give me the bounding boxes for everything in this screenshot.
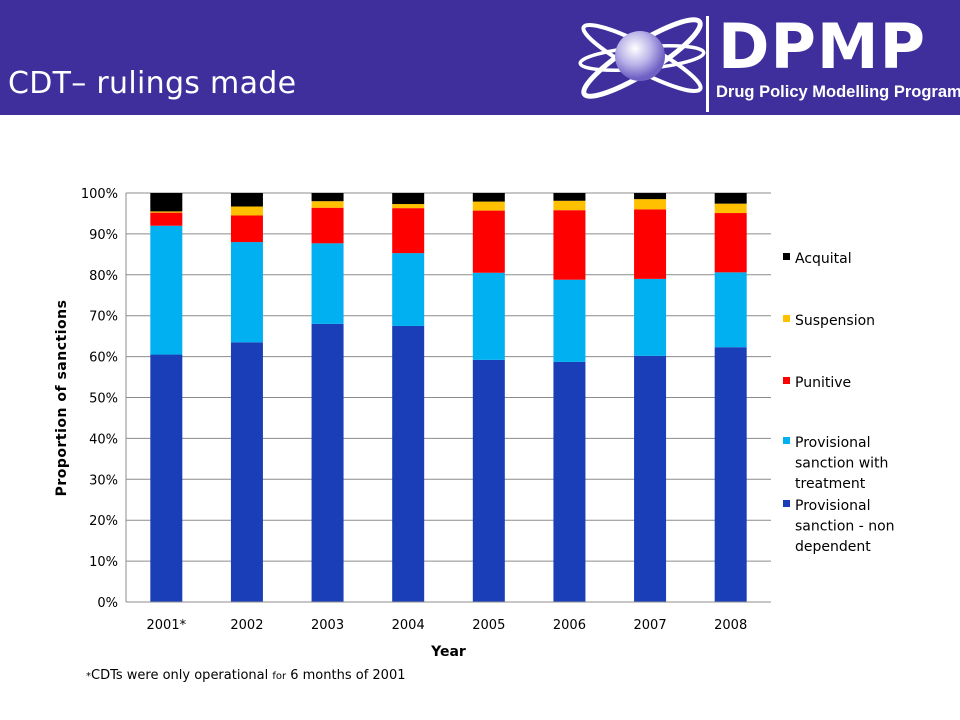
x-tick-label: 2001* [147, 618, 187, 633]
bar-segment [311, 193, 344, 202]
bar-segment [392, 208, 425, 254]
bar-segment [472, 272, 505, 360]
legend-label: sanction with [795, 456, 888, 472]
bar-segment [714, 272, 747, 348]
y-tick-label: 80% [89, 269, 118, 284]
bar-segment [714, 193, 747, 204]
legend-swatch [783, 500, 790, 507]
bar-segment [230, 242, 263, 343]
bar-segment [150, 193, 183, 212]
chart-legend: Acquital Suspension Punitive Provisional san… [783, 251, 895, 555]
bar-segment [230, 215, 263, 243]
bar-segment [311, 201, 344, 208]
logo-subtitle: Drug Policy Modelling Program [716, 83, 960, 101]
bar-segment [472, 210, 505, 273]
legend-swatch [783, 253, 790, 260]
bar-segment [634, 355, 667, 602]
bar-segment [392, 193, 425, 205]
bar-segment [553, 361, 586, 602]
bar-segment [634, 193, 667, 200]
bar-segment [553, 210, 586, 280]
footnote-text-part3: 6 months of 2001 [286, 668, 406, 683]
legend-swatch [783, 377, 790, 384]
legend-label: treatment [795, 476, 866, 492]
footnote-star: * [86, 671, 91, 682]
legend-label: Provisional [795, 498, 870, 514]
legend-label: dependent [795, 539, 871, 555]
y-tick-label: 100% [81, 187, 118, 202]
bar-segment [714, 213, 747, 273]
bar-segment [230, 193, 263, 207]
x-tick-label: 2002 [230, 618, 263, 633]
y-tick-label: 20% [89, 514, 118, 529]
legend-label: Punitive [795, 375, 851, 391]
bar-segment [472, 359, 505, 602]
bar-segment [311, 243, 344, 324]
x-tick-label: 2007 [634, 618, 667, 633]
bar-segment [392, 204, 425, 209]
y-tick-label: 10% [89, 555, 118, 570]
y-axis-title: Proportion of sanctions [54, 300, 70, 497]
legend-swatch [783, 315, 790, 322]
bar-segment [392, 325, 425, 602]
footnote-text-part2: for [272, 671, 287, 682]
bar-segment [150, 211, 183, 213]
bar-segment [392, 253, 425, 326]
footnote: *CDTs were only operational for 6 months… [86, 668, 406, 683]
bar-segment [553, 279, 586, 362]
legend-label: sanction - non [795, 519, 895, 535]
bar-segment [150, 225, 183, 355]
y-tick-label: 40% [89, 432, 118, 447]
bar-segment [230, 206, 263, 216]
header-bar [0, 0, 960, 115]
legend-label: Suspension [795, 313, 875, 329]
chart-gridlines [126, 192, 771, 562]
y-tick-label: 90% [89, 228, 118, 243]
bar-segment [714, 347, 747, 602]
bar-segment [150, 354, 183, 602]
x-axis-title: Year [430, 644, 466, 660]
dpmp-logo-atom-icon [578, 17, 706, 99]
legend-label: Provisional [795, 435, 870, 451]
y-tick-label: 60% [89, 351, 118, 366]
x-tick-label: 2005 [472, 618, 505, 633]
bar-segment [553, 200, 586, 211]
y-tick-label: 70% [89, 310, 118, 325]
chart-axes: 0% 10% 20% 30% 40% 50% 60% 70% 80% 90% 100% 2001* 20… [54, 187, 771, 660]
bar-segment [311, 207, 344, 244]
bar-segment [230, 342, 263, 602]
bar-segment [634, 199, 667, 210]
slide-title: CDT– rulings made [8, 66, 297, 101]
x-tick-label: 2003 [311, 618, 344, 633]
bar-segment [634, 278, 667, 356]
y-tick-label: 50% [89, 392, 118, 407]
x-tick-label: 2006 [553, 618, 586, 633]
logo-text: DPMP [718, 10, 927, 83]
bar-segment [311, 323, 344, 602]
logo-divider [706, 16, 709, 112]
bar-segment [472, 201, 505, 211]
bar-segment [714, 203, 747, 214]
y-tick-label: 0% [97, 596, 118, 611]
bar-segment [634, 209, 667, 279]
bar-segment [553, 193, 586, 201]
chart-bars [150, 193, 747, 602]
x-tick-label: 2004 [392, 618, 425, 633]
y-tick-label: 30% [89, 473, 118, 488]
bar-segment [472, 193, 505, 202]
legend-swatch [783, 437, 790, 444]
footnote-text-part1: CDTs were only operational [91, 668, 273, 683]
x-tick-label: 2008 [714, 618, 747, 633]
legend-label: Acquital [795, 251, 852, 267]
bar-segment [150, 212, 183, 226]
